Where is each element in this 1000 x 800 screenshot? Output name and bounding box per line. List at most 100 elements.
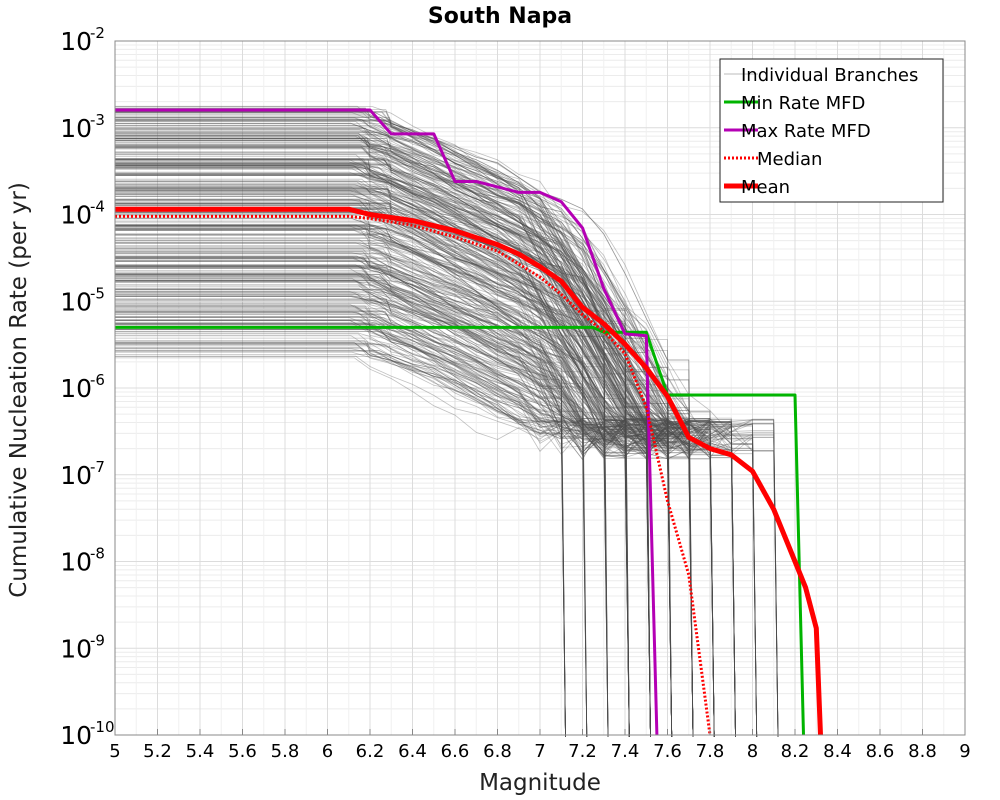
branch-line: [115, 309, 651, 738]
branch-line: [115, 356, 566, 738]
branch-line: [115, 208, 715, 738]
branch-line: [115, 208, 715, 738]
x-axis-ticks: 5 5.2 5.4 5.6 5.8 6 6.2 6.4 6.6 6.8 7 7.2 7.4 7.6 7.8 8…: [109, 729, 971, 762]
y-tick-exponent: -2: [90, 24, 105, 42]
branch-line: [115, 333, 651, 738]
branch-line: [115, 225, 630, 738]
branch-line: [115, 238, 715, 738]
branch-line: [115, 288, 630, 738]
branch-line: [115, 342, 651, 738]
x-tick-label: 6: [322, 741, 333, 762]
branch-line: [115, 342, 566, 738]
y-tick-label: 10: [60, 721, 92, 750]
branch-line: [115, 209, 630, 738]
branch-line: [115, 109, 779, 738]
branch-line: [115, 119, 779, 738]
branch-line: [115, 186, 609, 738]
branch-line: [115, 116, 694, 738]
branch-line: [115, 279, 694, 738]
branch-line: [115, 174, 736, 738]
y-tick-label: 10: [60, 548, 92, 577]
branch-line: [115, 282, 651, 738]
branch-line: [115, 122, 779, 738]
y-tick-exponent: -6: [90, 371, 105, 389]
branch-line: [115, 317, 651, 738]
branch-line: [115, 193, 694, 738]
y-tick-label: 10: [60, 634, 92, 663]
y-tick-exponent: -5: [90, 284, 105, 302]
branch-line: [115, 295, 673, 738]
branch-line: [115, 311, 566, 738]
branch-line: [115, 260, 588, 738]
branch-line: [115, 247, 673, 738]
x-tick-label: 8.8: [908, 741, 937, 762]
branch-line: [115, 279, 673, 738]
branch-line: [115, 209, 736, 738]
branch-line: [115, 191, 715, 738]
branch-line: [115, 228, 673, 738]
branch-line: [115, 242, 609, 738]
branch-line: [115, 312, 694, 738]
branch-line: [115, 227, 694, 738]
branch-line: [115, 267, 651, 738]
branch-line: [115, 218, 736, 738]
branch-line: [115, 296, 651, 738]
branch-line: [115, 272, 630, 738]
branch-line: [115, 251, 651, 738]
branch-line: [115, 140, 715, 738]
branch-line: [115, 145, 673, 738]
branch-line: [115, 226, 630, 738]
branch-line: [115, 280, 694, 738]
branch-line: [115, 205, 715, 738]
branch-line: [115, 141, 736, 738]
branch-line: [115, 169, 758, 738]
branch-line: [115, 114, 779, 738]
branch-line: [115, 264, 673, 738]
branch-line: [115, 258, 651, 738]
branch-line: [115, 354, 630, 738]
branch-line: [115, 180, 694, 738]
branch-line: [115, 181, 651, 738]
branch-line: [115, 305, 588, 738]
branch-line: [115, 270, 651, 738]
branch-line: [115, 319, 694, 738]
branch-line: [115, 228, 630, 738]
branch-line: [115, 237, 673, 738]
branch-line: [115, 159, 673, 738]
branch-line: [115, 265, 630, 738]
branch-line: [115, 162, 630, 738]
branch-line: [115, 189, 715, 738]
branch-line: [115, 121, 779, 738]
branch-line: [115, 146, 651, 738]
branch-line: [115, 166, 673, 738]
branch-line: [115, 323, 673, 738]
branch-line: [115, 195, 694, 738]
branch-line: [115, 323, 609, 738]
branch-line: [115, 138, 673, 738]
x-tick-label: 6.6: [441, 741, 470, 762]
chart-title: South Napa: [428, 4, 572, 29]
branch-line: [115, 265, 651, 738]
branch-line: [115, 256, 651, 738]
branch-line: [115, 274, 651, 738]
branch-line: [115, 305, 694, 738]
branch-line: [115, 342, 673, 738]
branch-line: [115, 119, 736, 738]
branch-line: [115, 158, 673, 738]
branch-line: [115, 286, 694, 738]
x-tick-label: 5.6: [228, 741, 257, 762]
branch-line: [115, 233, 673, 738]
branch-line: [115, 139, 736, 738]
branch-line: [115, 267, 715, 738]
branch-line: [115, 208, 736, 738]
branch-line: [115, 272, 588, 738]
branch-line: [115, 158, 651, 738]
branch-line: [115, 229, 736, 738]
branch-line: [115, 273, 566, 738]
branch-line: [115, 323, 566, 738]
summary-series: [115, 108, 823, 736]
branch-line: [115, 320, 566, 738]
branch-line: [115, 164, 694, 738]
branch-line: [115, 256, 715, 738]
branch-line: [115, 165, 651, 738]
